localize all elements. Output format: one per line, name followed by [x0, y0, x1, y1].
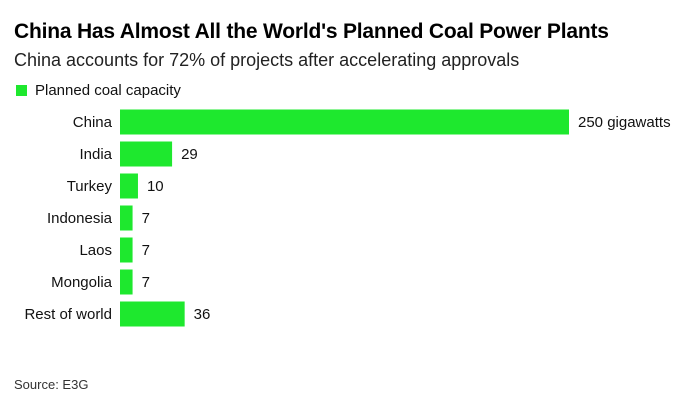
- category-label: Turkey: [67, 178, 113, 195]
- category-label: Laos: [79, 242, 112, 259]
- category-label: China: [73, 114, 113, 131]
- legend: Planned coal capacity: [16, 81, 181, 99]
- bar: [120, 237, 133, 263]
- category-label: Rest of world: [24, 306, 112, 323]
- source-note: Source: E3G: [14, 377, 89, 392]
- category-label: Mongolia: [51, 274, 113, 291]
- value-label: 250 gigawatts: [578, 114, 671, 131]
- bar: [120, 173, 138, 199]
- value-label: 10: [147, 178, 164, 195]
- legend-swatch: [16, 84, 27, 96]
- value-label: 36: [194, 306, 211, 323]
- value-label: 7: [142, 274, 150, 291]
- bar: [120, 301, 185, 327]
- value-label: 29: [181, 146, 198, 163]
- chart-subtitle: China accounts for 72% of projects after…: [14, 50, 520, 70]
- category-label: Indonesia: [47, 210, 113, 227]
- value-label: 7: [142, 242, 150, 259]
- value-label: 7: [142, 210, 150, 227]
- bar: [120, 141, 173, 167]
- bar: [120, 269, 133, 295]
- bar: [120, 109, 569, 135]
- category-label: India: [79, 146, 112, 163]
- bar: [120, 205, 133, 231]
- legend-label: Planned coal capacity: [35, 81, 181, 99]
- chart-title: China Has Almost All the World's Planned…: [14, 20, 609, 43]
